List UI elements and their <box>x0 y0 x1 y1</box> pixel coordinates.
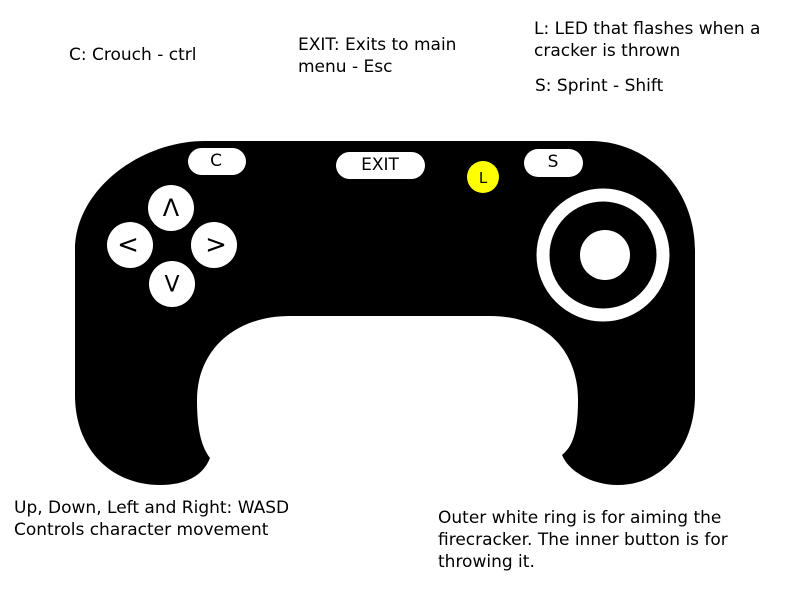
aim-note-line-2: firecracker. The inner button is for <box>438 530 728 550</box>
exit-button-shape <box>336 152 425 179</box>
dpad-right-button[interactable]: > <box>191 222 237 268</box>
dpad-note-line-1: Up, Down, Left and Right: WASD <box>14 498 290 518</box>
dpad-right-label: > <box>205 230 227 260</box>
crouch-note: C: Crouch - ctrl <box>69 45 197 65</box>
crouch-button-label: C <box>210 151 222 171</box>
dpad-right-shape <box>191 222 237 268</box>
exit-button[interactable]: EXIT <box>336 152 425 179</box>
crouch-button[interactable]: C <box>188 148 246 175</box>
led-light <box>467 161 499 193</box>
dpad-up-shape <box>148 185 194 231</box>
exit-note: EXIT: Exits to main menu - Esc <box>298 34 528 78</box>
dpad-note: Up, Down, Left and Right: WASD Controls … <box>14 497 354 541</box>
throw-button[interactable] <box>580 230 630 280</box>
dpad-up-button[interactable]: Λ <box>148 185 194 231</box>
exit-note-line-2: menu - Esc <box>298 57 393 77</box>
dpad-note-line-2: Controls character movement <box>14 520 269 540</box>
exit-button-label: EXIT <box>361 155 399 175</box>
dpad-down-button[interactable]: V <box>149 261 195 307</box>
sprint-button-label: S <box>548 152 559 172</box>
aim-joystick[interactable] <box>536 188 670 322</box>
aim-note: Outer white ring is for aiming the firec… <box>438 507 778 573</box>
dpad-up-label: Λ <box>163 194 180 222</box>
led-label: L <box>479 169 488 187</box>
aim-note-line-1: Outer white ring is for aiming the <box>438 508 722 528</box>
crouch-button-shape <box>188 148 246 175</box>
sprint-button-shape <box>524 149 583 177</box>
dpad: Λ < > V <box>107 185 237 307</box>
aim-note-line-3: throwing it. <box>438 552 535 572</box>
dpad-left-shape <box>107 222 153 268</box>
dpad-left-label: < <box>117 230 139 260</box>
dpad-down-label: V <box>164 273 179 298</box>
exit-note-line-1: EXIT: Exits to main <box>298 35 457 55</box>
led-note: L: LED that flashes when a cracker is th… <box>534 18 796 62</box>
led-indicator: L <box>467 161 499 193</box>
controller-body <box>75 141 695 485</box>
dpad-down-shape <box>149 261 195 307</box>
sprint-button[interactable]: S <box>524 149 583 177</box>
sprint-note: S: Sprint - Shift <box>535 76 664 96</box>
dpad-left-button[interactable]: < <box>107 222 153 268</box>
led-note-line-2: cracker is thrown <box>534 41 681 61</box>
aim-ring[interactable] <box>536 188 670 322</box>
led-note-line-1: L: LED that flashes when a <box>534 19 761 39</box>
